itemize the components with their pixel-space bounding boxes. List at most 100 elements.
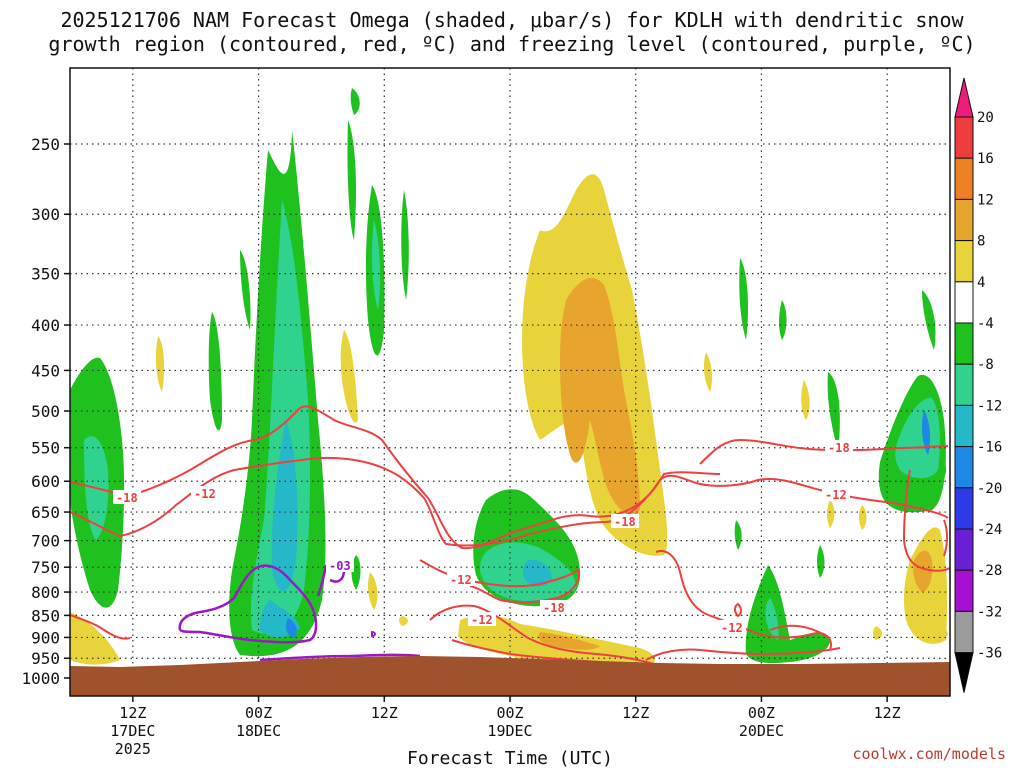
y-tick-label: 1000 (21, 669, 60, 688)
contour-label-dgz: -12 (471, 613, 493, 627)
omega-region (399, 616, 408, 626)
y-tick-label: 500 (31, 402, 60, 421)
colorbar-label: 16 (977, 151, 994, 167)
y-tick-label: 600 (31, 472, 60, 491)
colorbar-label: -12 (977, 398, 1002, 414)
colorbar-label: -36 (977, 646, 1002, 662)
omega-region (286, 618, 297, 638)
omega-region (827, 372, 840, 450)
x-tick-label: 00Z (496, 704, 523, 722)
y-tick-label: 850 (31, 606, 60, 625)
omega-region (827, 500, 835, 528)
contour-label-dgz: -12 (721, 621, 743, 635)
omega-region (895, 397, 940, 479)
contour-label-bg (825, 440, 853, 454)
y-tick-label: 450 (31, 361, 60, 380)
colorbar-swatch (954, 446, 974, 489)
omega-region (295, 220, 303, 255)
y-tick-label: 800 (31, 583, 60, 602)
omega-region (703, 352, 713, 392)
omega-region (922, 290, 936, 350)
grid-lines (70, 68, 950, 696)
dgz-contour-line (70, 405, 949, 550)
omega-region (371, 220, 381, 310)
omega-region (913, 550, 933, 592)
contour-label-dgz: -18 (116, 491, 138, 505)
colorbar-swatch (954, 198, 974, 242)
colorbar-label: -4 (977, 316, 994, 332)
colorbar-swatch (954, 569, 974, 612)
contour-label-bg (611, 514, 639, 528)
dgz-contour-line (419, 559, 580, 604)
contour-label-bg (447, 572, 475, 586)
colorbar-swatch (954, 652, 974, 693)
dgz-contour-line (645, 647, 841, 661)
ground-terrain (70, 656, 950, 696)
chart-title-line1: 2025121706 NAM Forecast Omega (shaded, μ… (60, 8, 964, 32)
x-tick-label: 00Z (748, 704, 775, 722)
omega-region (745, 565, 831, 664)
chart-title-line2: growth region (contoured, red, ºC) and f… (48, 32, 976, 56)
omega-region (817, 545, 825, 578)
omega-region (739, 258, 748, 340)
x-tick-label: 2025 (115, 740, 151, 758)
dgz-contour-line (943, 519, 948, 557)
omega-shading-layer (70, 88, 948, 668)
contour-label-bg (822, 487, 850, 501)
y-tick-label: 650 (31, 503, 60, 522)
x-tick-label: 12Z (119, 704, 146, 722)
colorbar-label: -16 (977, 440, 1002, 456)
omega-region (940, 455, 947, 478)
colorbar-swatch (954, 116, 974, 159)
contour-label-dgz: -12 (450, 573, 472, 587)
dgz-contour-line (429, 604, 655, 665)
colorbar-swatch (954, 157, 974, 200)
dgz-contour-line (902, 469, 950, 572)
colorbar-label: -32 (977, 604, 1002, 620)
x-tick-label: 19DEC (487, 722, 532, 740)
colorbar-label: -28 (977, 563, 1002, 579)
x-tick-label: 17DEC (110, 722, 155, 740)
omega-region (560, 277, 640, 514)
omega-region (873, 626, 882, 640)
colorbar-label: -20 (977, 481, 1002, 497)
y-tick-label: 900 (31, 628, 60, 647)
contour-label-bg (113, 490, 141, 504)
omega-region (401, 190, 409, 300)
contour-labels: -18 -12 -12 -18 -12 -18 -12 -12 -18 -03 (113, 440, 853, 635)
omega-region (367, 572, 378, 610)
omega-region (350, 88, 360, 115)
contour-label-bg (468, 612, 496, 626)
colorbar-swatch (954, 77, 974, 118)
contour-label-dgz: -12 (825, 488, 847, 502)
omega-region (921, 410, 931, 455)
y-tick-label: 250 (31, 135, 60, 154)
contour-label-bg (540, 600, 568, 614)
colorbar-swatch (954, 610, 974, 654)
colorbar-legend: 20 16 12 8 4 -4 -8 -12 -16 -20 -24 -28 -32 -36 (954, 77, 1002, 693)
omega-region (208, 312, 222, 431)
freezing-level-contour-line (259, 653, 421, 662)
colorbar-swatch (954, 404, 974, 448)
omega-region (70, 612, 120, 665)
colorbar-label: -24 (977, 522, 1002, 538)
omega-region (779, 300, 787, 340)
y-tick-label: 550 (31, 439, 60, 458)
colorbar-label: 8 (977, 234, 985, 250)
colorbar-swatch (954, 528, 974, 571)
colorbar-label: -8 (977, 357, 994, 373)
freezing-level-contour-line (178, 564, 318, 644)
colorbar-label: 20 (977, 110, 994, 126)
contour-label-bg (326, 558, 354, 572)
colorbar-swatch (954, 322, 974, 365)
contour-label-dgz: -18 (614, 515, 636, 529)
omega-region (859, 505, 867, 530)
omega-region (340, 330, 358, 423)
y-tick-label: 700 (31, 532, 60, 551)
x-tick-label: 20DEC (739, 722, 784, 740)
chart-title: 2025121706 NAM Forecast Omega (shaded, μ… (0, 8, 1024, 56)
omega-region (271, 420, 298, 592)
y-tick-label: 350 (31, 265, 60, 284)
colorbar-swatch (954, 363, 974, 406)
x-tick-label: 12Z (371, 704, 398, 722)
